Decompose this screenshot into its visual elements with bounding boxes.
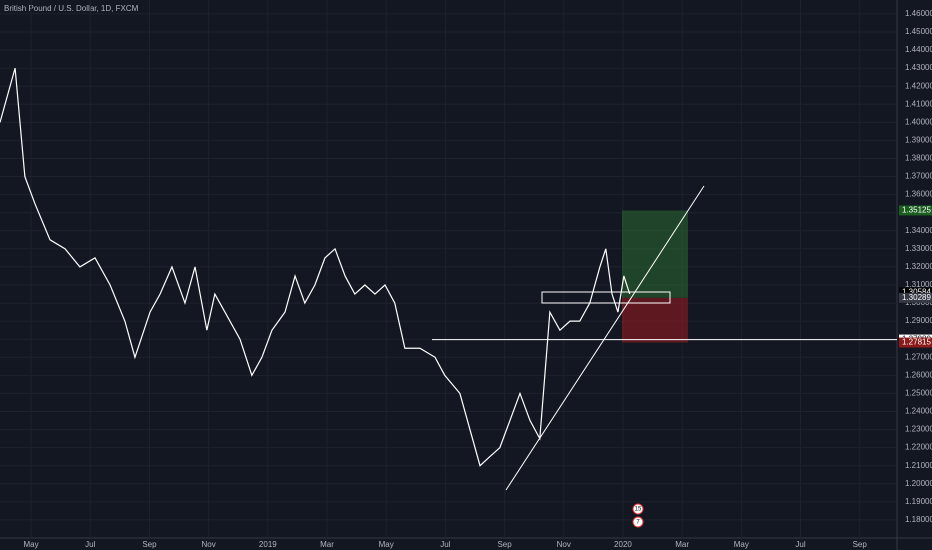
y-tick-label: 1.34000: [905, 226, 932, 235]
x-tick-label: Sep: [853, 540, 868, 549]
price-label-bg: [899, 337, 932, 348]
y-tick-label: 1.29000: [905, 316, 932, 325]
price-label: 1.35125: [902, 206, 931, 215]
y-tick-label: 1.20000: [905, 479, 932, 488]
price-label-bg: [899, 292, 932, 303]
y-tick-label: 1.44000: [905, 45, 932, 54]
y-tick-label: 1.26000: [905, 370, 932, 379]
chart-title: British Pound / U.S. Dollar, 1D, FXCM: [4, 4, 139, 13]
y-tick-label: 1.46000: [905, 9, 932, 18]
x-tick-label: Jul: [440, 540, 450, 549]
y-tick-label: 1.43000: [905, 63, 932, 72]
loss-zone: [622, 297, 688, 343]
price-label-bg: [899, 205, 932, 216]
x-tick-label: Mar: [675, 540, 689, 549]
x-tick-label: Sep: [497, 540, 512, 549]
x-tick-label: Mar: [320, 540, 334, 549]
price-label: 1.30584: [902, 288, 931, 297]
x-tick-label: Nov: [557, 540, 571, 549]
y-tick-label: 1.36000: [905, 190, 932, 199]
x-tick-label: May: [379, 540, 394, 549]
y-tick-label: 1.42000: [905, 81, 932, 90]
price-label: 1.30289: [902, 293, 931, 302]
y-tick-label: 1.33000: [905, 244, 932, 253]
y-tick-label: 1.37000: [905, 172, 932, 181]
event-badge: [632, 503, 644, 515]
x-tick-label: 2020: [614, 540, 632, 549]
y-tick-label: 1.31000: [905, 280, 932, 289]
x-tick-label: Sep: [142, 540, 157, 549]
x-tick-label: 2019: [259, 540, 277, 549]
y-tick-label: 1.38000: [905, 154, 932, 163]
y-tick-label: 1.23000: [905, 425, 932, 434]
trend-line: [505, 185, 705, 491]
x-tick-label: May: [734, 540, 749, 549]
range-box: [541, 291, 671, 304]
price-line: [0, 67, 631, 467]
y-tick-label: 1.27000: [905, 352, 932, 361]
price-label-bg: [899, 287, 932, 298]
price-label: 1.27815: [902, 338, 931, 347]
event-count: 7: [636, 520, 640, 526]
x-tick-label: May: [24, 540, 39, 549]
y-tick-label: 1.40000: [905, 117, 932, 126]
event-count: 15: [635, 507, 642, 513]
y-tick-label: 1.41000: [905, 99, 932, 108]
y-tick-label: 1.21000: [905, 461, 932, 470]
y-tick-label: 1.25000: [905, 389, 932, 398]
y-tick-label: 1.18000: [905, 515, 932, 524]
y-tick-label: 1.45000: [905, 27, 932, 36]
y-tick-label: 1.39000: [905, 136, 932, 145]
y-tick-label: 1.19000: [905, 497, 932, 506]
y-tick-label: 1.32000: [905, 262, 932, 271]
x-tick-label: Jul: [85, 540, 95, 549]
x-tick-label: Nov: [202, 540, 216, 549]
profit-zone: [622, 210, 688, 298]
y-tick-label: 1.24000: [905, 407, 932, 416]
x-tick-label: Jul: [795, 540, 805, 549]
y-tick-label: 1.22000: [905, 443, 932, 452]
event-badge: [632, 516, 644, 528]
